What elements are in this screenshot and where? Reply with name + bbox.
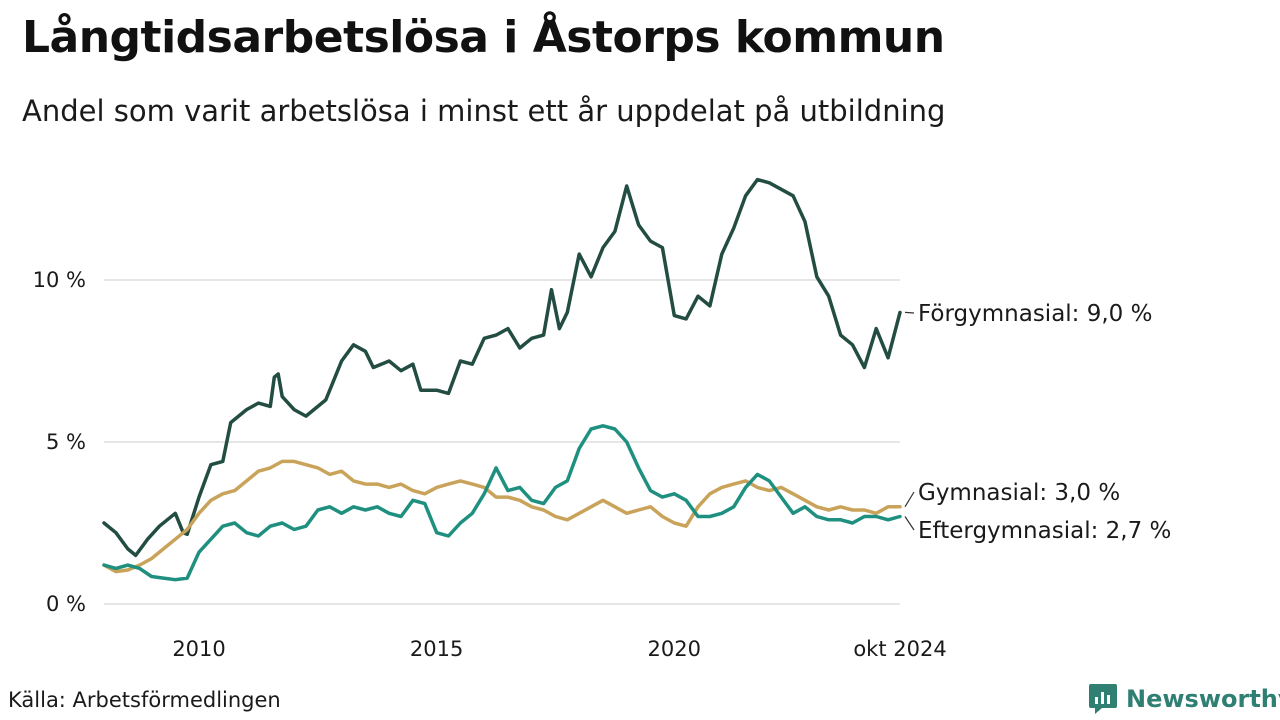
y-tick-label: 10 % — [33, 268, 86, 292]
source-note: Källa: Arbetsförmedlingen — [8, 688, 281, 712]
chart-title: Långtidsarbetslösa i Åstorps kommun — [22, 12, 945, 63]
y-tick-label: 5 % — [46, 430, 86, 454]
series-line-förgymnasial — [102, 177, 902, 558]
x-tick-label: 2010 — [172, 637, 225, 661]
chart-subtitle: Andel som varit arbetslösa i minst ett å… — [22, 94, 946, 128]
end-labels: Förgymnasial: 9,0 % Gymnasial: 3,0 % Efter… — [904, 301, 1171, 544]
series-lines — [102, 177, 902, 582]
end-label-leader — [904, 516, 915, 531]
end-label-gymnasial: Gymnasial: 3,0 % — [918, 480, 1120, 506]
brand-logo: Newsworthy — [1088, 682, 1280, 716]
x-tick-label: 2020 — [648, 637, 701, 661]
end-label-leader — [904, 311, 915, 314]
newsworthy-logo-icon — [1089, 684, 1117, 714]
series-line-eftergymnasial — [102, 424, 902, 582]
end-label-leader — [904, 491, 915, 508]
grid-lines — [104, 279, 900, 605]
y-tick-label: 0 % — [46, 592, 86, 616]
end-label-förgymnasial: Förgymnasial: 9,0 % — [918, 301, 1152, 327]
x-axis-ticks: 2010 2015 2020 okt 2024 — [172, 637, 946, 661]
brand-name: Newsworthy — [1126, 685, 1280, 713]
x-tick-label: 2015 — [410, 637, 463, 661]
x-tick-label: okt 2024 — [853, 637, 946, 661]
series-line-gymnasial — [102, 459, 902, 574]
end-label-eftergymnasial: Eftergymnasial: 2,7 % — [918, 518, 1171, 544]
y-axis-ticks: 0 % 5 % 10 % — [33, 268, 86, 616]
